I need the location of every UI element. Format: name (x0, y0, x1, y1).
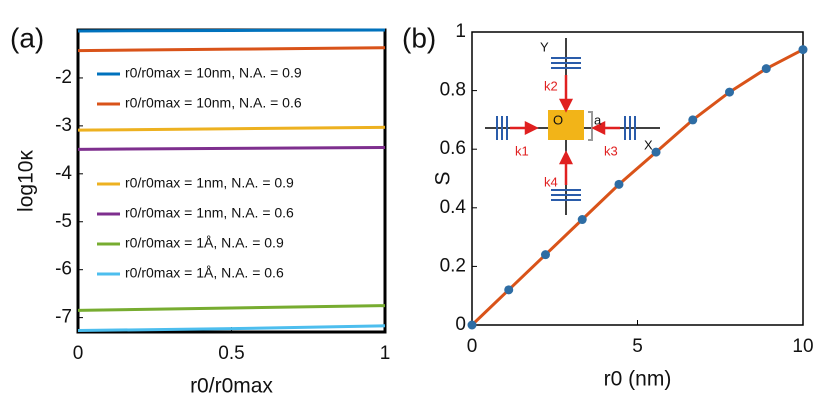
x-axis-label: r0 (nm) (604, 368, 672, 391)
y-tick-label: -7 (55, 307, 72, 328)
panel-label: (a) (10, 22, 44, 53)
data-point (467, 320, 477, 330)
legend-label: r0/r0max = 1Å, N.A. = 0.9 (125, 235, 284, 251)
data-point (614, 179, 624, 189)
inset-label: O (553, 112, 563, 127)
y-tick-label: -3 (55, 115, 72, 136)
inset-label: k4 (544, 174, 558, 189)
inset-diagram (485, 38, 660, 215)
legend-label: r0/r0max = 1nm, N.A. = 0.6 (125, 205, 294, 221)
y-tick-label: 0.4 (440, 197, 467, 218)
data-point (651, 147, 661, 157)
legend-label: r0/r0max = 10nm, N.A. = 0.9 (125, 65, 302, 81)
data-line (77, 324, 386, 333)
y-axis-label: S (432, 171, 455, 185)
inset-label: X (644, 137, 653, 152)
y-tick-label: -4 (55, 163, 72, 184)
x-axis-label: r0/r0max (190, 375, 273, 398)
y-tick-label: 0.8 (440, 80, 466, 101)
y-tick-label: -2 (55, 67, 72, 88)
data-line (77, 46, 386, 53)
inset-label: k1 (515, 143, 529, 158)
x-tick-label: 0.5 (218, 343, 244, 364)
data-line (77, 125, 386, 132)
y-tick-label: 1 (455, 21, 466, 42)
data-point (725, 87, 735, 97)
y-tick-label: -5 (55, 211, 72, 232)
y-tick-label: 0.6 (440, 138, 466, 159)
y-tick-label: 0 (455, 314, 466, 335)
data-line (77, 145, 386, 151)
inset-label: k3 (604, 143, 618, 158)
legend-label: r0/r0max = 1Å, N.A. = 0.6 (125, 265, 284, 281)
legend-label: r0/r0max = 10nm, N.A. = 0.6 (125, 95, 302, 111)
data-line (77, 304, 386, 312)
data-point (504, 285, 514, 295)
x-tick-label: 10 (792, 336, 813, 357)
y-tick-label: 0.2 (440, 255, 466, 276)
y-axis-label: log10κ (15, 150, 38, 212)
panel-label: (b) (402, 22, 436, 53)
x-tick-label: 0 (467, 336, 478, 357)
x-tick-label: 1 (380, 343, 391, 364)
x-tick-label: 0 (73, 343, 84, 364)
data-point (688, 115, 698, 125)
data-point (761, 64, 771, 74)
data-point (577, 215, 587, 225)
data-line (77, 28, 386, 33)
data-point (540, 250, 550, 260)
legend-label: r0/r0max = 1nm, N.A. = 0.9 (125, 175, 294, 191)
inset-label: a (594, 112, 602, 127)
data-point (798, 45, 808, 55)
data-line (470, 48, 804, 327)
inset-label: Y (540, 39, 549, 54)
x-tick-label: 5 (632, 336, 643, 357)
y-tick-label: -6 (55, 259, 72, 280)
inset-label: k2 (544, 78, 558, 93)
